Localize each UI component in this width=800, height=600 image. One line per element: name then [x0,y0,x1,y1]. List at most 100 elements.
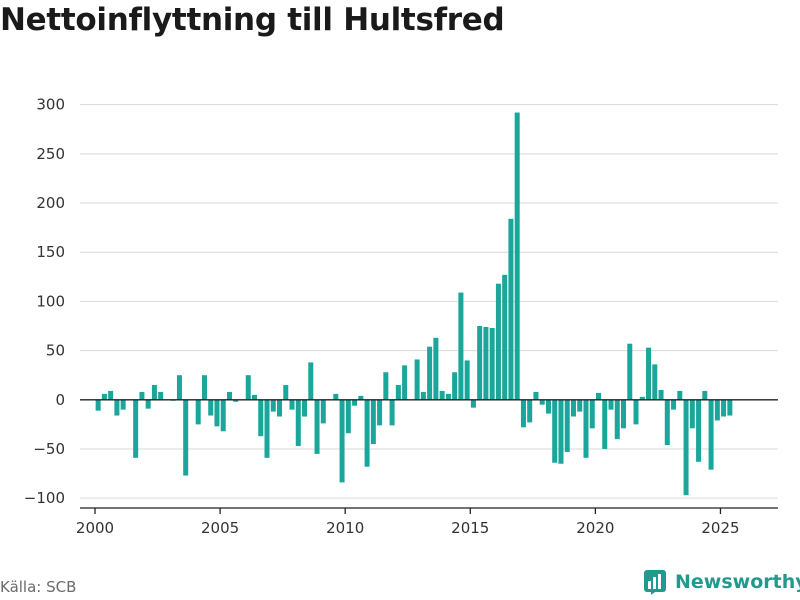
bar [646,347,652,400]
bar [264,399,270,458]
bar [208,399,214,416]
bar [721,399,727,417]
bar [114,399,120,416]
y-tick-label: 100 [36,292,65,310]
y-tick-label: 300 [36,96,65,114]
bar [226,391,232,400]
bar [583,399,589,458]
bar [95,399,101,411]
brand-name: Newsworthy [675,571,800,593]
source-label: Källa: SCB [0,578,77,596]
bar [308,362,314,400]
chart-title: Nettoinflyttning till Hultsfred [0,2,505,38]
bar [595,392,601,400]
bar [489,327,495,400]
bar [158,391,164,400]
bar [176,375,182,400]
y-tick-label: 250 [36,145,65,163]
bar [683,399,689,496]
bar [377,399,383,426]
bar [145,399,151,409]
bar [108,390,114,400]
bar [727,399,733,416]
x-tick-label: 2025 [701,519,739,537]
bar [577,399,583,412]
bar [508,218,514,400]
bar [495,283,501,400]
bar [627,343,633,400]
bar [520,399,526,428]
bar [570,399,576,417]
bar [452,372,458,400]
bar [714,399,720,421]
bar [289,399,295,410]
bar [689,399,695,429]
bar [602,399,608,449]
x-axis: 2000 2005 2010 2015 2020 2025 [76,507,778,537]
bar [277,399,283,417]
bar [133,399,139,458]
bar [352,399,358,406]
bar [364,399,370,467]
bar [470,399,476,408]
bar [201,375,207,400]
brand-logo[interactable]: Newsworthy [643,569,800,595]
bar [564,399,570,452]
bar [552,399,558,463]
bar [183,399,189,476]
bar [220,399,226,432]
bar [664,399,670,446]
y-tick-label: 50 [46,342,65,360]
bar [652,364,658,400]
bar [295,399,301,447]
bar [608,399,614,410]
y-tick-label: 150 [36,243,65,261]
bar [458,292,464,400]
y-axis-ticks: −100 −50 0 50 100 150 200 250 300 [24,96,65,507]
bar [427,346,433,400]
y-tick-label: 0 [55,391,65,409]
bar [533,391,539,400]
bar [345,399,351,434]
bar [370,399,376,445]
bar [101,393,107,400]
bar [614,399,620,440]
bar [383,372,389,400]
bar [120,399,126,410]
bar [283,385,289,400]
bar [483,326,489,400]
y-tick-label: −50 [33,440,65,458]
bar [402,365,408,400]
bar [671,399,677,410]
bar [333,393,339,400]
bar [258,399,264,437]
bar [545,399,551,414]
bar [677,390,683,400]
bar [445,393,451,400]
y-tick-label: 200 [36,194,65,212]
bars [95,112,733,496]
bar [477,326,483,400]
x-tick-label: 2005 [201,519,239,537]
bar [589,399,595,429]
bar [702,390,708,400]
bar [214,399,220,427]
x-tick-label: 2015 [451,519,489,537]
bar [251,394,258,400]
bar [139,391,145,400]
bar [245,375,251,400]
bar [539,399,545,405]
bar [464,360,470,400]
bar [195,399,201,425]
bar [395,385,401,400]
bar [433,337,439,400]
bar [358,395,364,400]
bar [658,389,664,400]
bar [558,399,564,464]
bar [420,391,426,400]
bar [389,399,395,426]
bar [708,399,714,470]
y-tick-label: −100 [24,489,65,507]
x-tick-label: 2020 [576,519,614,537]
